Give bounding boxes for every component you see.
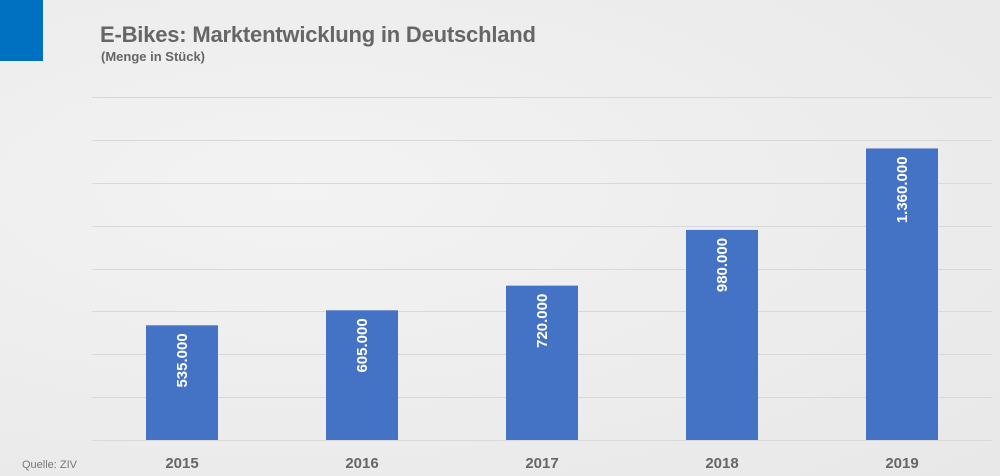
data-label-2018: 980.000: [714, 238, 731, 292]
x-tick-label-2018: 2018: [705, 455, 738, 472]
source-note: Quelle: ZIV: [22, 459, 77, 471]
x-tick-label-2015: 2015: [165, 455, 198, 472]
x-tick-label-2019: 2019: [885, 455, 918, 472]
x-tick-label-2016: 2016: [345, 455, 378, 472]
x-axis-labels: 2015 2016 2017 2018 2019: [165, 455, 918, 472]
data-label-2017: 720.000: [534, 294, 551, 348]
data-label-2015: 535.000: [174, 333, 191, 387]
x-tick-label-2017: 2017: [525, 455, 558, 472]
data-label-2016: 605.000: [354, 318, 371, 372]
data-label-2019: 1.360.000: [894, 156, 911, 223]
